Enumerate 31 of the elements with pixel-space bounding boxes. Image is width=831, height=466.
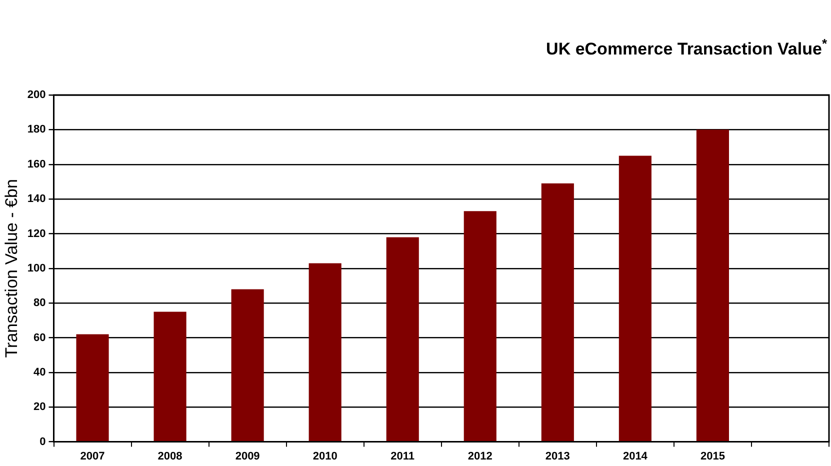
x-tick-label: 2013: [545, 450, 570, 462]
y-tick-label: 80: [34, 297, 46, 310]
x-tick-label: 2014: [622, 450, 648, 462]
bar: [76, 334, 109, 442]
bar: [464, 211, 496, 442]
y-tick-label: 140: [27, 193, 46, 206]
x-tick-label: 2011: [390, 450, 415, 462]
bar: [386, 237, 419, 442]
bar: [231, 289, 264, 442]
bar: [154, 312, 186, 442]
y-tick-label: 0: [40, 436, 46, 448]
bar: [308, 263, 342, 442]
y-tick-label: 120: [27, 228, 46, 240]
y-tick-label: 160: [27, 158, 46, 170]
y-tick-label: 40: [34, 366, 46, 378]
y-tick-label: 20: [34, 401, 46, 414]
bar: [618, 156, 652, 442]
x-tick-label: 2007: [80, 450, 105, 462]
bar: [696, 130, 729, 442]
y-tick-label: 60: [34, 332, 46, 344]
x-tick-label: 2012: [468, 450, 492, 462]
y-tick-label: 200: [27, 89, 46, 102]
x-tick-label: 2009: [235, 450, 260, 462]
y-axis-title: Transaction Value - €bn: [2, 179, 21, 358]
bar: [541, 183, 574, 442]
x-tick-label: 2010: [312, 450, 338, 462]
chart-title: UK eCommerce Transaction Value$^{*}$: [546, 36, 827, 60]
y-tick-label: 180: [27, 124, 46, 136]
x-tick-label: 2015: [700, 450, 725, 462]
x-tick-label: 2008: [158, 450, 182, 462]
y-tick-label: 100: [27, 262, 46, 274]
